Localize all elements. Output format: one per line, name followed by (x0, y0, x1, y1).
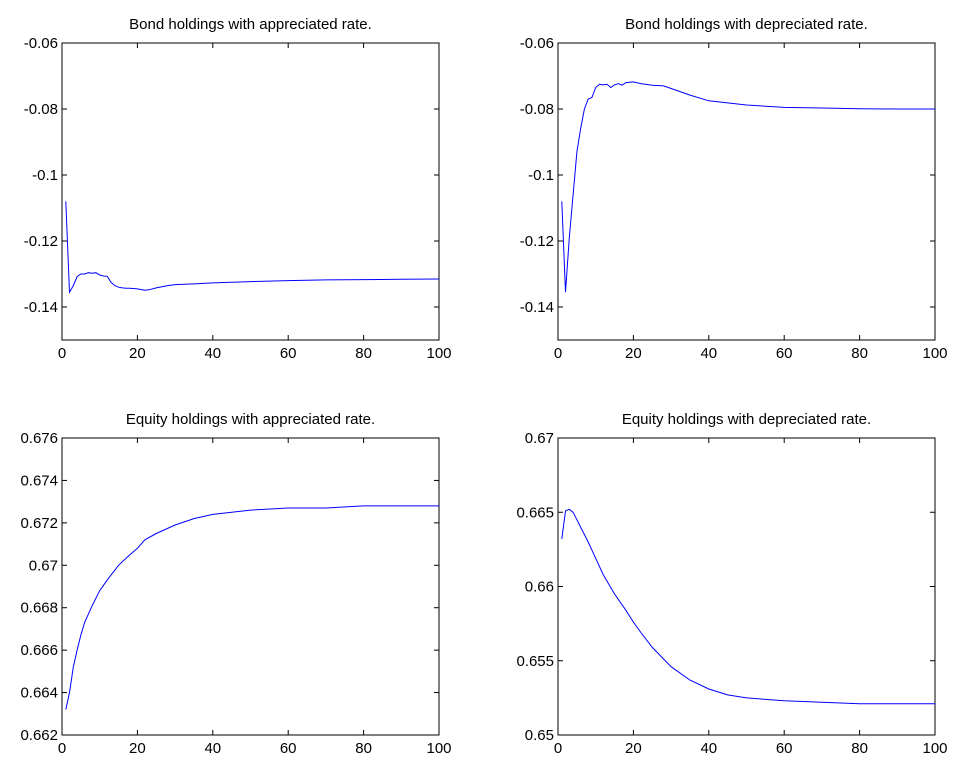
y-tick-label: 0.67 (525, 430, 554, 447)
y-tick-label: -0.06 (520, 35, 554, 52)
y-tick-label: 0.665 (516, 504, 554, 521)
x-tick-label: 100 (922, 345, 947, 362)
plot-frame (557, 42, 936, 341)
y-tick-label: 0.65 (525, 727, 554, 744)
x-tick-label: 100 (426, 740, 451, 757)
x-tick-label: 40 (204, 740, 221, 757)
x-tick-label: 60 (776, 740, 793, 757)
chart-title: Equity holdings with appreciated rate. (126, 411, 375, 428)
series-line-1 (65, 505, 439, 710)
x-tick-label: 0 (554, 740, 562, 757)
y-tick-label: 0.676 (20, 430, 58, 447)
y-tick-label: 0.666 (20, 642, 58, 659)
chart-title: Bond holdings with appreciated rate. (129, 16, 372, 33)
x-tick-label: 80 (851, 345, 868, 362)
chart-title: Bond holdings with depreciated rate. (625, 16, 868, 33)
x-tick-label: 20 (625, 740, 642, 757)
y-tick-label: -0.1 (32, 167, 58, 184)
x-tick-label: 40 (700, 740, 717, 757)
y-tick-label: -0.12 (520, 233, 554, 250)
x-tick-label: 60 (776, 345, 793, 362)
y-tick-label: 0.66 (525, 579, 554, 596)
x-tick-label: 20 (625, 345, 642, 362)
series-line-1 (65, 201, 440, 294)
y-tick-label: -0.1 (528, 167, 554, 184)
x-tick-label: 20 (129, 740, 146, 757)
y-tick-label: 0.664 (20, 685, 58, 702)
y-tick-label: -0.08 (520, 101, 554, 118)
series-line-1 (561, 508, 935, 705)
plot-frame (61, 42, 440, 341)
series-line-1 (561, 81, 935, 293)
y-tick-label: 0.662 (20, 727, 58, 744)
y-tick-label: 0.67 (29, 557, 58, 574)
y-tick-label: 0.674 (20, 472, 58, 489)
x-tick-label: 40 (700, 345, 717, 362)
x-tick-label: 20 (129, 345, 146, 362)
chart-panel-2: Bond holdings with depreciated rate. 0 20 4… (520, 16, 948, 362)
x-tick-label: 80 (851, 740, 868, 757)
x-tick-label: 80 (355, 740, 372, 757)
chart-panel-1: Bond holdings with appreciated rate. 0 20 4… (24, 16, 452, 362)
chart-title: Equity holdings with depreciated rate. (622, 411, 871, 428)
y-tick-label: 0.668 (20, 600, 58, 617)
y-tick-label: -0.06 (24, 35, 58, 52)
x-tick-label: 0 (58, 740, 66, 757)
y-tick-label: -0.14 (520, 299, 554, 316)
y-tick-label: 0.655 (516, 653, 554, 670)
y-tick-label: 0.672 (20, 515, 58, 532)
x-tick-label: 60 (280, 345, 297, 362)
plot-frame (557, 437, 936, 736)
y-tick-label: -0.12 (24, 233, 58, 250)
x-tick-label: 100 (922, 740, 947, 757)
x-tick-label: 0 (58, 345, 66, 362)
y-tick-label: -0.14 (24, 299, 58, 316)
x-tick-label: 80 (355, 345, 372, 362)
chart-panel-4: Equity holdings with depreciated rate. 0 2… (516, 411, 947, 757)
x-tick-label: 100 (426, 345, 451, 362)
plot-frame (61, 437, 440, 736)
x-tick-label: 60 (280, 740, 297, 757)
y-tick-label: -0.08 (24, 101, 58, 118)
x-tick-label: 0 (554, 345, 562, 362)
chart-panel-3: Equity holdings with appreciated rate. 0 2… (20, 411, 451, 757)
x-tick-label: 40 (204, 345, 221, 362)
